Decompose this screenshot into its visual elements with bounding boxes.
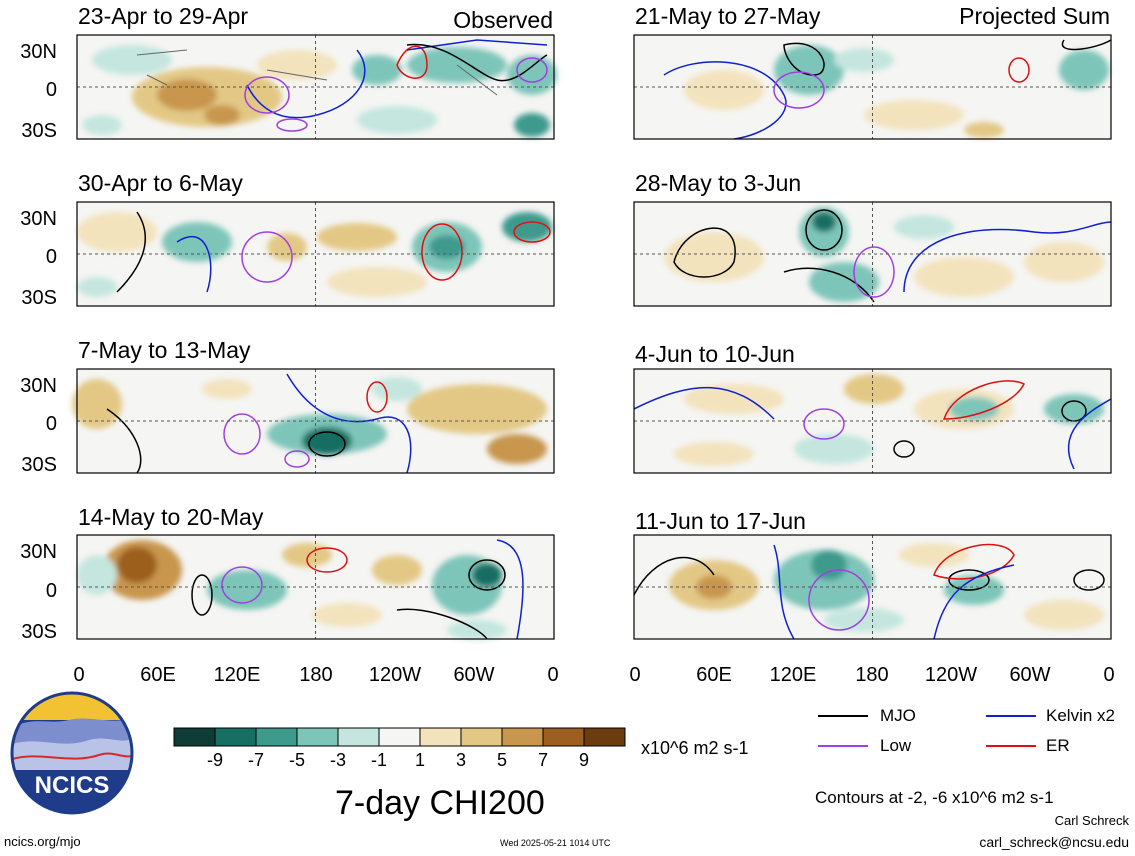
lon-label-right-0-end: 0 bbox=[1103, 664, 1114, 686]
footer-email: carl_schreck@ncsu.edu bbox=[979, 834, 1129, 850]
lat-label-30s-1: 30S bbox=[21, 120, 57, 142]
lon-label-right-0: 0 bbox=[629, 664, 640, 686]
map-panel-6 bbox=[633, 201, 1112, 307]
colorbar-tick-label: 7 bbox=[538, 750, 548, 770]
legend-er-label: ER bbox=[1046, 736, 1070, 755]
colorbar-tick-label: -7 bbox=[248, 750, 264, 770]
legend-kelvin-label: Kelvin x2 bbox=[1046, 706, 1115, 725]
panel-title-3: 7-May to 13-May bbox=[78, 337, 251, 363]
colorbar-box bbox=[337, 727, 380, 747]
lon-label-left-60e: 60E bbox=[140, 664, 176, 686]
projected-sum-label: Projected Sum bbox=[959, 3, 1110, 29]
lon-label-right-60e: 60E bbox=[696, 664, 732, 686]
map-panel-2 bbox=[76, 201, 555, 307]
legend-low-line bbox=[818, 745, 868, 747]
colorbar-tick-label: 5 bbox=[497, 750, 507, 770]
panel-title-7: 4-Jun to 10-Jun bbox=[635, 341, 795, 367]
colorbar-box bbox=[542, 727, 585, 747]
colorbar-box bbox=[214, 727, 257, 747]
panel-title-2: 30-Apr to 6-May bbox=[78, 170, 243, 196]
lon-label-left-120w: 120W bbox=[369, 664, 421, 686]
lat-label-30n-1: 30N bbox=[20, 41, 57, 63]
legend-low-label: Low bbox=[880, 736, 912, 755]
map-panel-3 bbox=[72, 368, 555, 474]
colorbar-box bbox=[460, 727, 503, 747]
logo-text: NCICS bbox=[35, 772, 110, 799]
lat-label-0-4: 0 bbox=[46, 580, 57, 602]
footer-author: Carl Schreck bbox=[1054, 813, 1129, 828]
legend-kelvin-line bbox=[986, 715, 1036, 717]
lon-label-left-60w: 60W bbox=[453, 664, 494, 686]
map-panel-1 bbox=[76, 34, 557, 140]
colorbar-tick-label: 9 bbox=[579, 750, 589, 770]
colorbar-box bbox=[583, 727, 626, 747]
lon-label-right-120w: 120W bbox=[925, 664, 977, 686]
colorbar-box bbox=[419, 727, 462, 747]
lon-label-right-180: 180 bbox=[855, 664, 888, 686]
ncics-logo: NCICS bbox=[10, 691, 134, 815]
colorbar-tick-label: -1 bbox=[371, 750, 387, 770]
map-panel-4 bbox=[76, 534, 555, 640]
main-title: 7-day CHI200 bbox=[335, 784, 545, 822]
map-panels: Observed Projected Sum 23-Apr to 29-Apr … bbox=[20, 3, 1114, 686]
lat-label-30s-3: 30S bbox=[21, 454, 57, 476]
colorbar-units: x10^6 m2 s-1 bbox=[641, 738, 749, 758]
map-panel-5 bbox=[633, 34, 1112, 140]
lat-label-30s-2: 30S bbox=[21, 287, 57, 309]
lon-label-left-180: 180 bbox=[299, 664, 332, 686]
colorbar-box bbox=[378, 727, 421, 747]
colorbar: -9 -7 -5 -3 -1 1 3 5 7 9 bbox=[173, 727, 626, 770]
observed-label: Observed bbox=[453, 7, 553, 33]
colorbar-tick-label: -3 bbox=[330, 750, 346, 770]
lat-label-30n-3: 30N bbox=[20, 375, 57, 397]
footer-timestamp: Wed 2025-05-21 1014 UTC bbox=[500, 838, 611, 848]
panel-title-6: 28-May to 3-Jun bbox=[635, 170, 801, 196]
contour-note: Contours at -2, -6 x10^6 m2 s-1 bbox=[815, 788, 1054, 807]
lon-label-right-120e: 120E bbox=[770, 664, 817, 686]
panel-title-5: 21-May to 27-May bbox=[635, 3, 821, 29]
legend-mjo-label: MJO bbox=[880, 706, 916, 725]
colorbar-tick-label: 3 bbox=[456, 750, 466, 770]
colorbar-box bbox=[296, 727, 339, 747]
colorbar-box bbox=[255, 727, 298, 747]
colorbar-tick-label: 1 bbox=[415, 750, 425, 770]
panel-title-1: 23-Apr to 29-Apr bbox=[78, 3, 248, 29]
lat-label-0-1: 0 bbox=[46, 79, 57, 101]
legend-mjo-line bbox=[818, 715, 868, 717]
map-panel-8 bbox=[633, 534, 1112, 640]
lat-label-30n-2: 30N bbox=[20, 208, 57, 230]
lat-label-30s-4: 30S bbox=[21, 621, 57, 643]
legend-er-line bbox=[986, 745, 1036, 747]
colorbar-box bbox=[501, 727, 544, 747]
panel-title-8: 11-Jun to 17-Jun bbox=[635, 508, 806, 534]
lat-label-0-3: 0 bbox=[46, 413, 57, 435]
lat-label-30n-4: 30N bbox=[20, 541, 57, 563]
lon-label-left-0: 0 bbox=[73, 664, 84, 686]
colorbar-tick-label: -9 bbox=[207, 750, 223, 770]
colorbar-tick-label: -5 bbox=[289, 750, 305, 770]
lon-label-left-120e: 120E bbox=[214, 664, 261, 686]
lat-label-0-2: 0 bbox=[46, 246, 57, 268]
footer-url: ncics.org/mjo bbox=[4, 834, 81, 849]
map-panel-7 bbox=[633, 368, 1112, 474]
lon-label-left-0-end: 0 bbox=[547, 664, 558, 686]
colorbar-box bbox=[173, 727, 216, 747]
panel-title-4: 14-May to 20-May bbox=[78, 504, 264, 530]
lon-label-right-60w: 60W bbox=[1009, 664, 1050, 686]
